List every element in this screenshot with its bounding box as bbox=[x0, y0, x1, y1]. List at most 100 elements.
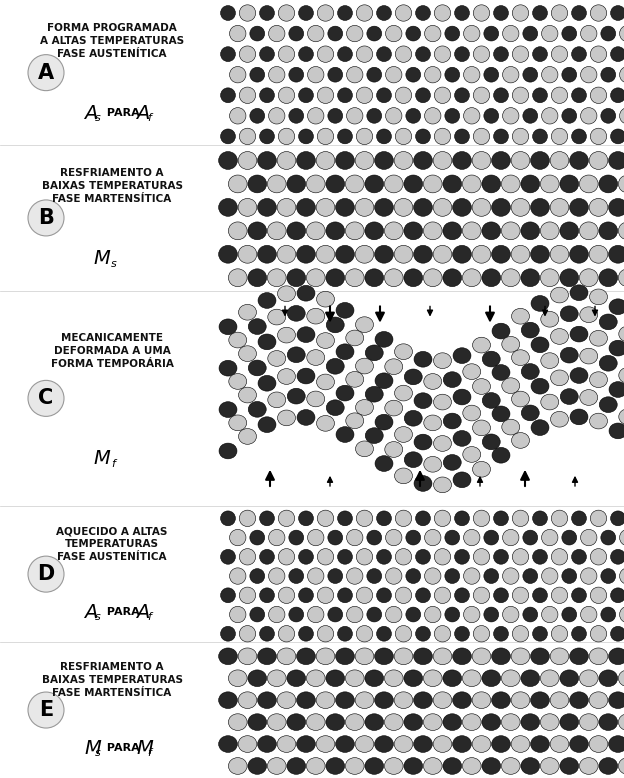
Ellipse shape bbox=[306, 670, 325, 686]
Ellipse shape bbox=[229, 415, 246, 431]
Ellipse shape bbox=[346, 175, 364, 193]
Circle shape bbox=[580, 26, 597, 42]
Circle shape bbox=[620, 568, 624, 584]
Ellipse shape bbox=[229, 332, 246, 348]
Ellipse shape bbox=[268, 758, 286, 774]
Circle shape bbox=[474, 128, 490, 145]
Ellipse shape bbox=[550, 648, 569, 664]
Circle shape bbox=[484, 569, 499, 584]
Ellipse shape bbox=[463, 405, 480, 421]
Ellipse shape bbox=[521, 269, 540, 286]
Ellipse shape bbox=[560, 175, 578, 193]
Circle shape bbox=[552, 587, 568, 604]
Ellipse shape bbox=[618, 222, 624, 240]
Circle shape bbox=[512, 587, 529, 604]
Text: f: f bbox=[111, 459, 115, 468]
Ellipse shape bbox=[452, 692, 471, 709]
Circle shape bbox=[611, 88, 624, 103]
Ellipse shape bbox=[297, 327, 315, 342]
Ellipse shape bbox=[365, 428, 383, 443]
Circle shape bbox=[240, 87, 256, 103]
Ellipse shape bbox=[219, 319, 237, 335]
Circle shape bbox=[562, 607, 577, 622]
Ellipse shape bbox=[365, 713, 384, 731]
Circle shape bbox=[464, 26, 480, 42]
Ellipse shape bbox=[218, 152, 237, 170]
Ellipse shape bbox=[453, 389, 471, 405]
Ellipse shape bbox=[394, 152, 413, 170]
Circle shape bbox=[240, 548, 256, 565]
Circle shape bbox=[542, 606, 558, 622]
Text: PARA: PARA bbox=[103, 607, 144, 617]
Text: A ALTAS TEMPERATURAS: A ALTAS TEMPERATURAS bbox=[40, 36, 184, 46]
Ellipse shape bbox=[375, 373, 393, 389]
Ellipse shape bbox=[404, 175, 422, 193]
Ellipse shape bbox=[404, 369, 422, 385]
Ellipse shape bbox=[356, 317, 374, 332]
Text: PARA: PARA bbox=[103, 743, 144, 753]
Ellipse shape bbox=[424, 457, 442, 472]
Ellipse shape bbox=[424, 670, 442, 686]
Circle shape bbox=[406, 26, 421, 41]
Circle shape bbox=[338, 5, 353, 20]
Circle shape bbox=[260, 511, 275, 526]
Circle shape bbox=[221, 5, 235, 20]
Circle shape bbox=[512, 5, 529, 21]
Ellipse shape bbox=[404, 269, 422, 286]
Ellipse shape bbox=[248, 269, 266, 286]
Ellipse shape bbox=[619, 367, 624, 384]
Ellipse shape bbox=[374, 736, 393, 752]
Circle shape bbox=[386, 107, 402, 124]
Ellipse shape bbox=[443, 758, 462, 774]
Ellipse shape bbox=[258, 152, 276, 170]
Ellipse shape bbox=[599, 314, 617, 330]
Circle shape bbox=[230, 606, 246, 622]
Circle shape bbox=[386, 66, 402, 83]
Circle shape bbox=[240, 626, 256, 642]
Text: FORMA PROGRAMADA: FORMA PROGRAMADA bbox=[47, 23, 177, 33]
Circle shape bbox=[502, 606, 519, 622]
Ellipse shape bbox=[297, 286, 315, 301]
Circle shape bbox=[406, 607, 421, 622]
Text: RESFRIAMENTO A: RESFRIAMENTO A bbox=[61, 168, 163, 178]
Circle shape bbox=[250, 569, 265, 584]
Ellipse shape bbox=[580, 670, 598, 686]
Circle shape bbox=[416, 88, 431, 103]
Ellipse shape bbox=[355, 198, 374, 216]
Circle shape bbox=[445, 569, 460, 584]
Ellipse shape bbox=[228, 713, 247, 731]
Ellipse shape bbox=[296, 648, 315, 664]
Text: E: E bbox=[39, 700, 53, 720]
Circle shape bbox=[318, 128, 334, 145]
Circle shape bbox=[572, 511, 587, 526]
Ellipse shape bbox=[326, 317, 344, 333]
Circle shape bbox=[533, 88, 547, 103]
Ellipse shape bbox=[238, 245, 257, 263]
Circle shape bbox=[221, 129, 235, 144]
Ellipse shape bbox=[570, 409, 588, 425]
Ellipse shape bbox=[384, 758, 403, 774]
Ellipse shape bbox=[472, 648, 491, 664]
Circle shape bbox=[601, 569, 616, 584]
Ellipse shape bbox=[502, 175, 520, 193]
Circle shape bbox=[611, 588, 624, 603]
Ellipse shape bbox=[492, 323, 510, 339]
Circle shape bbox=[318, 587, 334, 604]
Ellipse shape bbox=[365, 758, 384, 774]
Text: A: A bbox=[38, 63, 54, 82]
Circle shape bbox=[240, 128, 256, 145]
Circle shape bbox=[533, 511, 547, 526]
Ellipse shape bbox=[609, 340, 624, 356]
Ellipse shape bbox=[590, 413, 608, 429]
Circle shape bbox=[455, 47, 469, 61]
Ellipse shape bbox=[336, 385, 354, 401]
Ellipse shape bbox=[599, 670, 618, 686]
Circle shape bbox=[484, 108, 499, 123]
Ellipse shape bbox=[375, 415, 393, 430]
Circle shape bbox=[590, 510, 607, 527]
Circle shape bbox=[502, 529, 519, 545]
Circle shape bbox=[572, 129, 587, 144]
Circle shape bbox=[620, 26, 624, 42]
Ellipse shape bbox=[512, 391, 530, 407]
Ellipse shape bbox=[258, 417, 276, 433]
